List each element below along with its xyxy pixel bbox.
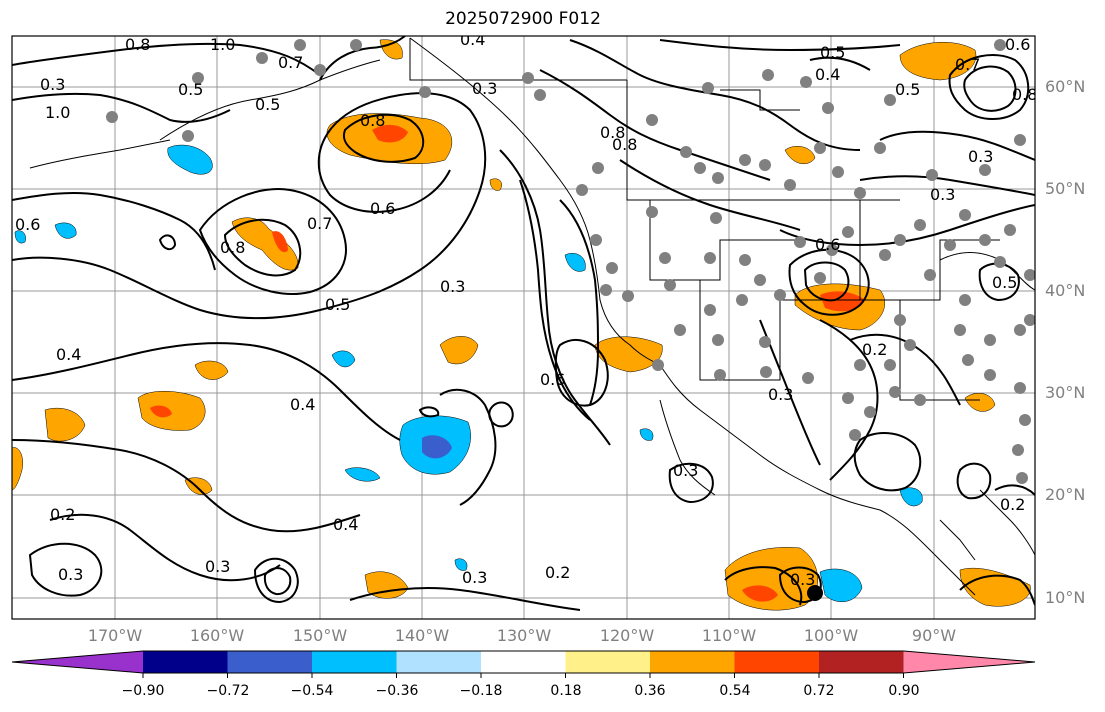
colorbar-tick-label: −0.36 xyxy=(375,683,419,699)
contour-label: 0.3 xyxy=(790,570,815,589)
colorbar-segment xyxy=(396,651,482,673)
lon-label: 160°W xyxy=(189,626,245,645)
colorbar xyxy=(11,650,1036,678)
colorbar-arrow-right xyxy=(903,651,1035,673)
colorbar-tick-label: −0.54 xyxy=(290,683,334,699)
contour-label: 1.0 xyxy=(210,35,235,54)
contour-label: 0.4 xyxy=(815,65,840,84)
lat-label: 20°N xyxy=(1045,485,1086,504)
colorbar-tick-label: −0.72 xyxy=(206,683,250,699)
contour-label: 0.7 xyxy=(278,53,303,72)
colorbar-arrow-left xyxy=(12,651,143,673)
colorbar-tick-label: −0.18 xyxy=(459,683,503,699)
lat-label: 50°N xyxy=(1045,179,1086,198)
contour-label: 0.4 xyxy=(290,395,315,414)
lon-label: 110°W xyxy=(701,626,757,645)
contour-label: 0.6 xyxy=(1005,35,1030,54)
lon-label: 120°W xyxy=(599,626,655,645)
lon-label: 130°W xyxy=(496,626,552,645)
contour-label: 1.0 xyxy=(45,103,70,122)
contour-label: 0.4 xyxy=(56,345,81,364)
contour-label: 0.8 xyxy=(612,135,637,154)
lon-label: 150°W xyxy=(292,626,348,645)
colorbar-segment xyxy=(734,651,820,673)
contour-label: 0.3 xyxy=(768,385,793,404)
contour-label: 0.8 xyxy=(220,238,245,257)
colorbar-tick-label: 0.18 xyxy=(550,683,582,699)
colorbar-segment xyxy=(819,651,904,673)
lon-label: 90°W xyxy=(911,626,957,645)
lon-label: 140°W xyxy=(394,626,450,645)
contour-label: 0.2 xyxy=(862,340,887,359)
colorbar-segment xyxy=(143,651,228,673)
contour-label: 0.2 xyxy=(1000,495,1025,514)
map-frame xyxy=(11,35,1036,620)
contour-label: 0.5 xyxy=(820,43,845,62)
lon-label: 170°W xyxy=(87,626,143,645)
map-title: 2025072900 F012 xyxy=(445,9,601,29)
colorbar-tick-label: 0.54 xyxy=(719,683,751,699)
colorbar-tick-label: 0.36 xyxy=(634,683,666,699)
contour-label: 0.5 xyxy=(325,295,350,314)
contour-label: 0.2 xyxy=(50,505,75,524)
contour-label: 0.3 xyxy=(440,277,465,296)
colorbar-segment xyxy=(481,651,566,673)
contour-label: 0.3 xyxy=(58,565,83,584)
strong-positive-shading xyxy=(150,124,865,602)
contour-label: 0.3 xyxy=(40,75,65,94)
contour-label: 0.7 xyxy=(955,55,980,74)
contour-label: 0.4 xyxy=(333,515,358,534)
contour-label: 0.4 xyxy=(460,30,485,49)
contour-label: 0.6 xyxy=(15,215,40,234)
lat-label: 10°N xyxy=(1045,588,1086,607)
colorbar-segment xyxy=(650,651,735,673)
lon-label: 100°W xyxy=(803,626,859,645)
colorbar-tick-label: 0.90 xyxy=(888,683,920,699)
contour-label: 0.5 xyxy=(895,80,920,99)
strong-negative-shading xyxy=(422,435,452,459)
contours xyxy=(12,36,1035,611)
lat-label: 60°N xyxy=(1045,77,1086,96)
lat-label: 30°N xyxy=(1045,383,1086,402)
colorbar-segment xyxy=(227,651,313,673)
colorbar-tick-label: 0.72 xyxy=(803,683,835,699)
contour-label: 0.3 xyxy=(205,557,230,576)
contour-labels: 0.8 1.0 0.7 0.5 0.3 0.4 0.8 0.3 0.6 0.8 … xyxy=(15,30,1037,589)
colorbar-tick-label: −0.90 xyxy=(121,683,165,699)
lat-label: 40°N xyxy=(1045,281,1086,300)
contour-label: 0.6 xyxy=(540,370,565,389)
colorbar-segment xyxy=(565,651,651,673)
contour-label: 0.2 xyxy=(545,563,570,582)
contour-label: 0.3 xyxy=(673,461,698,480)
station-markers xyxy=(106,39,1035,484)
contour-label: 0.7 xyxy=(307,214,332,233)
contour-label: 0.8 xyxy=(1012,85,1037,104)
contour-label: 0.8 xyxy=(360,111,385,130)
contour-label: 0.6 xyxy=(815,235,840,254)
contour-label: 0.3 xyxy=(930,185,955,204)
contour-label: 0.5 xyxy=(255,95,280,114)
contour-label: 0.3 xyxy=(472,79,497,98)
contour-label: 0.8 xyxy=(125,35,150,54)
contour-label: 0.5 xyxy=(992,273,1017,292)
colorbar-segment xyxy=(312,651,397,673)
contour-label: 0.6 xyxy=(370,199,395,218)
contour-label: 0.8 xyxy=(600,123,625,142)
contour-label: 0.3 xyxy=(968,147,993,166)
contour-label: 0.5 xyxy=(178,80,203,99)
contour-label: 0.3 xyxy=(462,568,487,587)
black-station-marker xyxy=(807,585,823,601)
